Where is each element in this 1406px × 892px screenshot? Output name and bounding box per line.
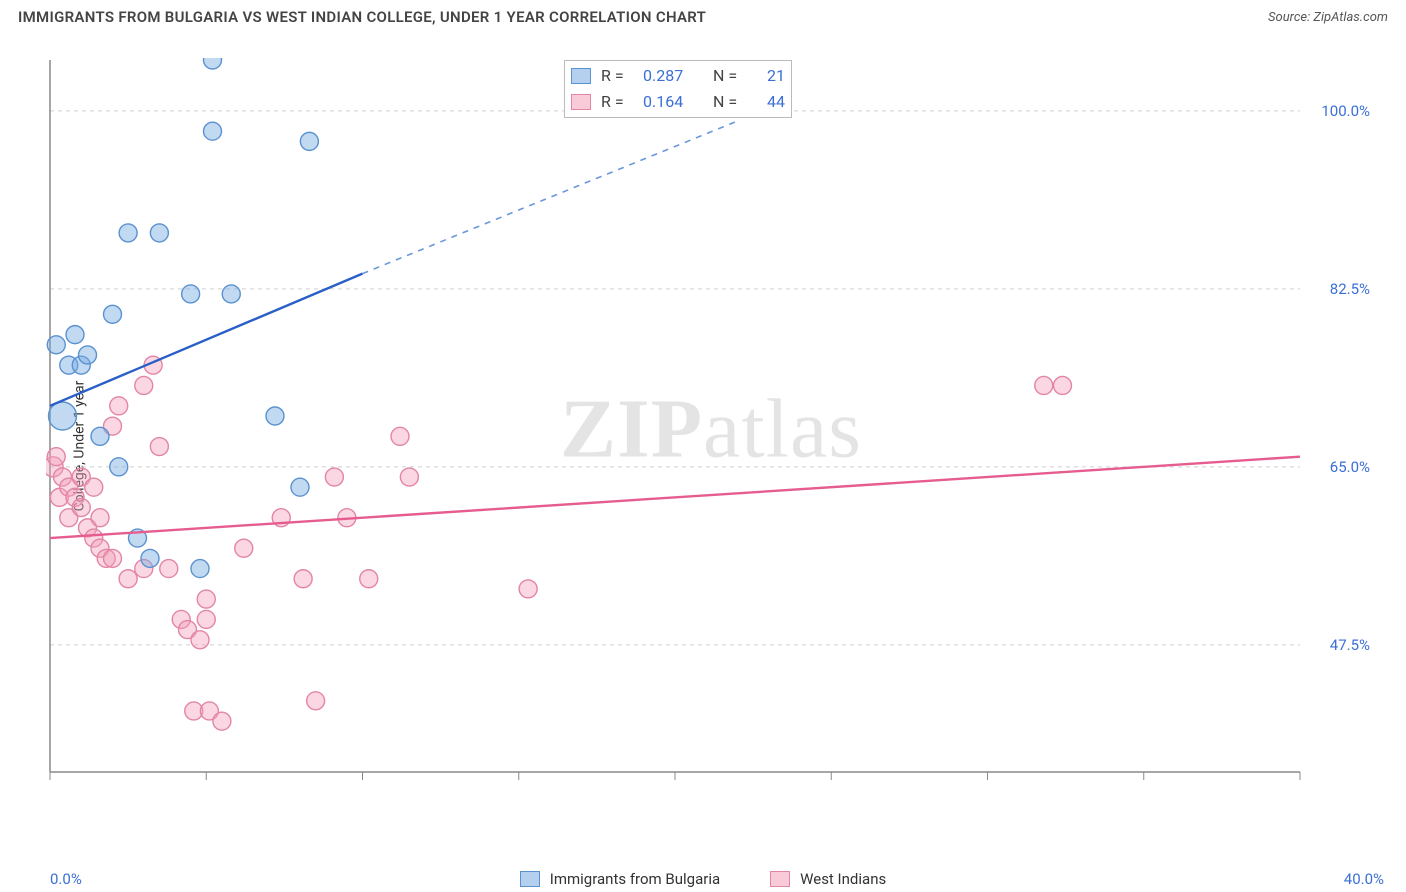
swatch-pink-icon — [571, 94, 591, 110]
legend-label-blue: Immigrants from Bulgaria — [550, 870, 720, 888]
stats-row-blue: R = 0.287 N = 21 — [571, 63, 785, 89]
n-label: N = — [713, 89, 745, 115]
n-value-blue: 21 — [755, 63, 785, 89]
swatch-blue-icon — [520, 871, 540, 887]
plot-area: 47.5%65.0%82.5%100.0% ZIPatlas — [46, 58, 1376, 800]
svg-text:82.5%: 82.5% — [1330, 280, 1370, 298]
svg-text:65.0%: 65.0% — [1330, 458, 1370, 476]
swatch-pink-icon — [770, 871, 790, 887]
svg-text:100.0%: 100.0% — [1321, 102, 1370, 120]
r-value-pink: 0.164 — [643, 89, 703, 115]
series-legend: Immigrants from Bulgaria West Indians — [0, 870, 1406, 888]
swatch-blue-icon — [571, 68, 591, 84]
svg-text:47.5%: 47.5% — [1330, 636, 1370, 654]
stats-row-pink: R = 0.164 N = 44 — [571, 89, 785, 115]
source-label: Source: ZipAtlas.com — [1268, 10, 1388, 25]
r-label: R = — [601, 89, 633, 115]
legend-label-pink: West Indians — [800, 870, 886, 888]
r-label: R = — [601, 63, 633, 89]
scatter-chart: 47.5% 65.0% 82.5% 100.0% — [46, 58, 1376, 800]
title-bar: IMMIGRANTS FROM BULGARIA VS WEST INDIAN … — [0, 0, 1406, 30]
legend-item-blue: Immigrants from Bulgaria — [520, 870, 720, 888]
chart-title: IMMIGRANTS FROM BULGARIA VS WEST INDIAN … — [18, 8, 706, 26]
stats-legend: R = 0.287 N = 21 R = 0.164 N = 44 — [564, 60, 792, 118]
n-label: N = — [713, 63, 745, 89]
r-value-blue: 0.287 — [643, 63, 703, 89]
n-value-pink: 44 — [755, 89, 785, 115]
legend-item-pink: West Indians — [770, 870, 886, 888]
